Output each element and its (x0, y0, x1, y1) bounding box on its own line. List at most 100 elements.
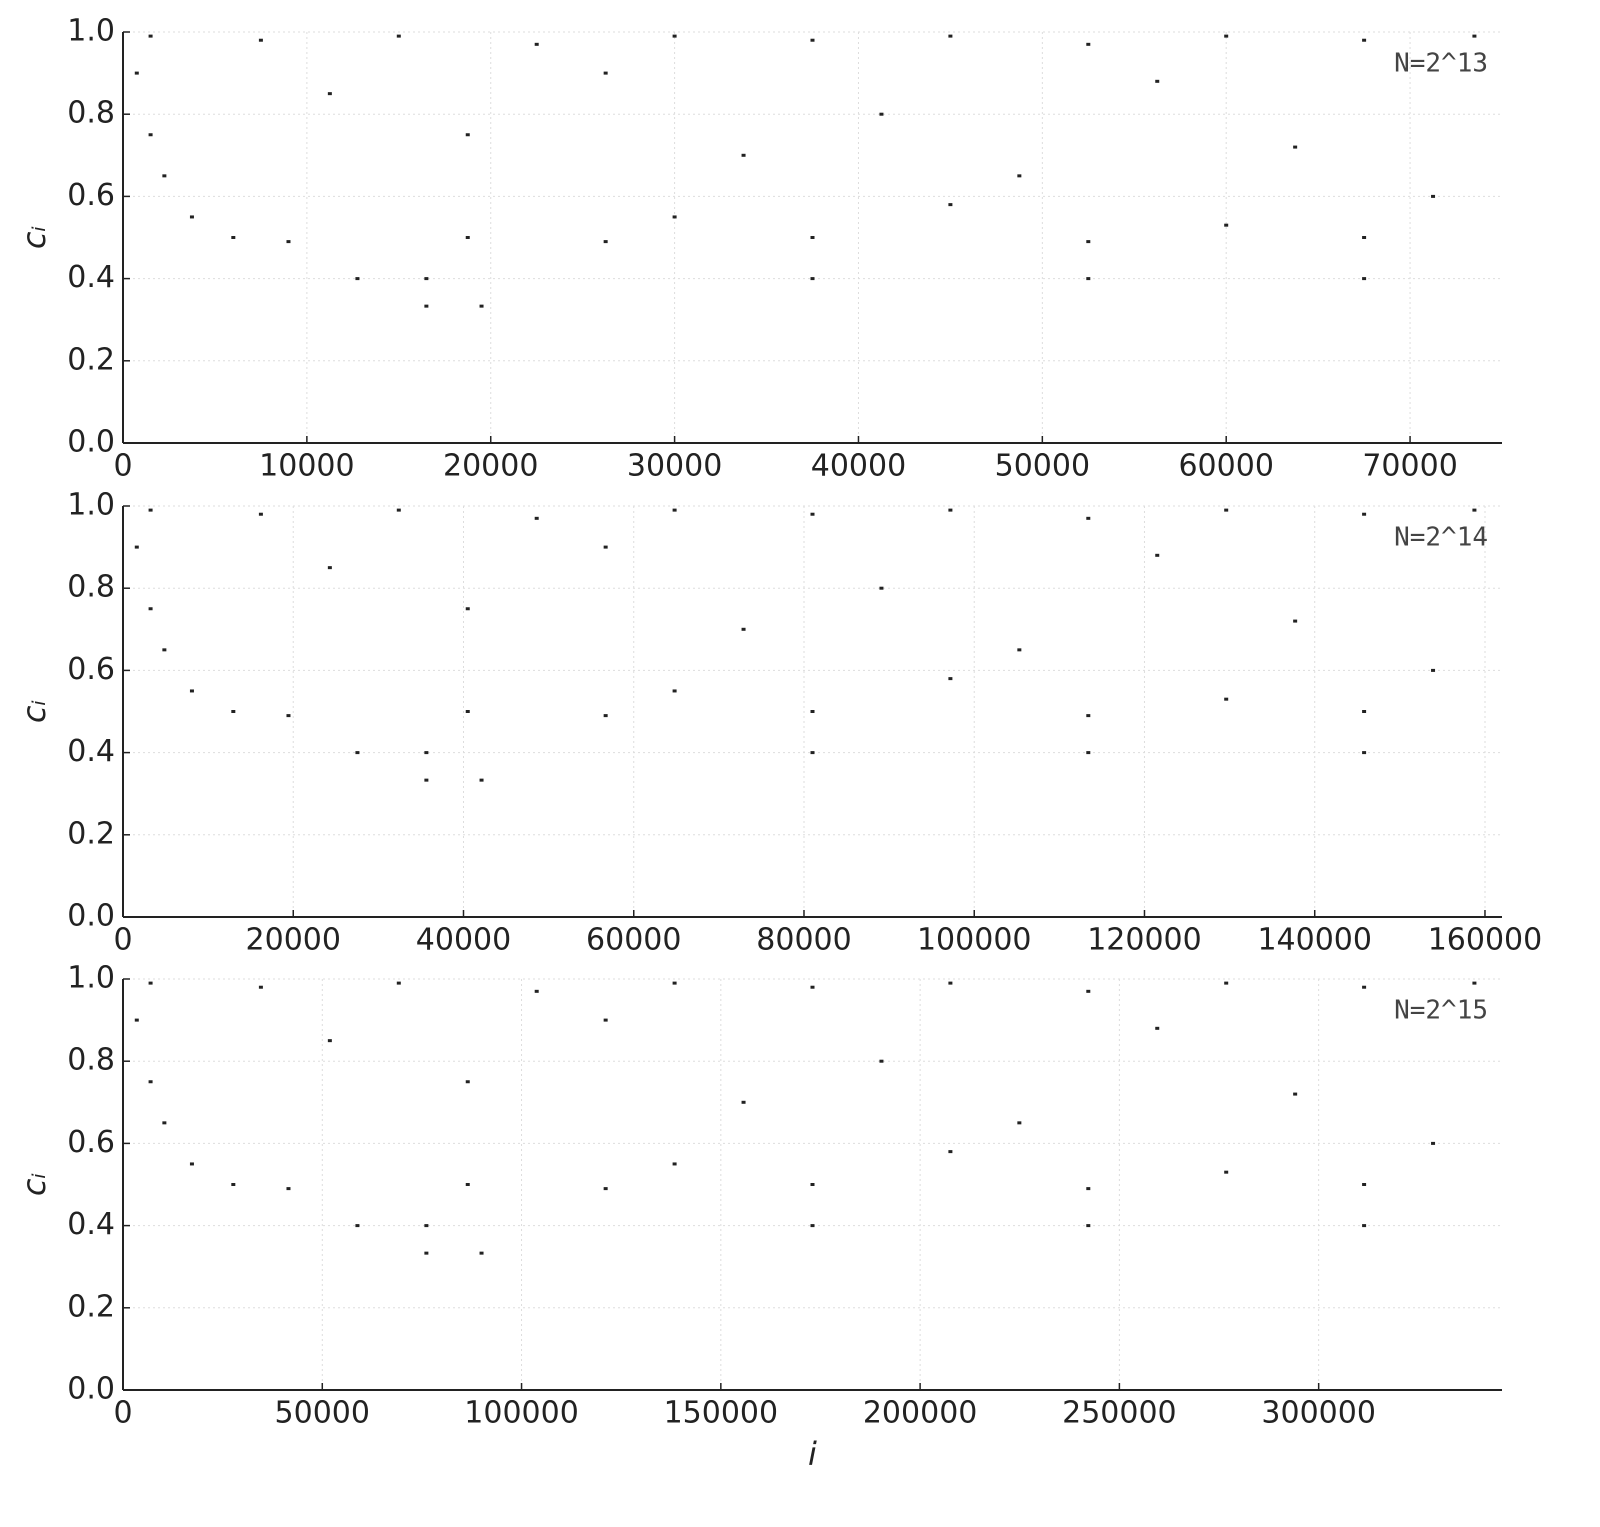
point (1086, 240, 1091, 244)
y-tick-label: 0.4 (67, 1207, 115, 1242)
point (1472, 508, 1477, 512)
point (465, 710, 470, 713)
x-tick-label: 100000 (917, 923, 1032, 958)
point (479, 778, 484, 782)
point (355, 277, 360, 281)
point (1362, 38, 1367, 42)
point (465, 133, 470, 137)
y-tick-label: 0.4 (67, 734, 115, 769)
point (810, 1183, 815, 1186)
point (534, 989, 539, 993)
point (355, 751, 360, 755)
x-tick-label: 40000 (811, 449, 906, 484)
point (1086, 751, 1091, 755)
point (810, 277, 815, 281)
point (286, 714, 291, 718)
point (424, 751, 429, 755)
x-tick-label: 20000 (246, 923, 341, 958)
point (162, 1121, 167, 1125)
x-tick-label: 0 (113, 449, 132, 484)
x-tick-label: 80000 (756, 923, 851, 958)
point (810, 1224, 815, 1228)
y-tick-label: 0.2 (67, 1289, 115, 1324)
point (1086, 1187, 1091, 1191)
point (424, 778, 429, 782)
point (231, 1183, 236, 1186)
point (1362, 1183, 1367, 1186)
point (465, 236, 470, 239)
point (1362, 710, 1367, 713)
point (1293, 1092, 1298, 1096)
x-tick-label: 20000 (443, 449, 538, 484)
point (396, 34, 401, 38)
y-tick-label: 0.2 (67, 342, 115, 377)
x-axis-label: i (808, 1435, 817, 1473)
point (148, 1080, 153, 1084)
point (1086, 42, 1091, 46)
point (1086, 516, 1091, 520)
point (258, 512, 263, 516)
point (1224, 697, 1229, 701)
point (424, 1224, 429, 1228)
point (1086, 277, 1091, 281)
point (810, 512, 815, 516)
point (396, 981, 401, 985)
point (948, 203, 953, 207)
point (1293, 619, 1298, 623)
y-tick-label: 0.0 (67, 899, 115, 934)
point (231, 236, 236, 239)
point (603, 71, 608, 75)
point (1224, 508, 1229, 512)
point (1086, 1224, 1091, 1228)
point (1362, 751, 1367, 755)
point (948, 508, 953, 512)
point (162, 174, 167, 178)
point (1293, 145, 1298, 149)
x-tick-label: 70000 (1362, 449, 1457, 484)
point (134, 1018, 139, 1022)
point (672, 1162, 677, 1166)
x-tick-label: 40000 (416, 923, 511, 958)
point (1224, 34, 1229, 38)
point (741, 1100, 746, 1104)
point (1472, 981, 1477, 985)
point (148, 34, 153, 38)
x-tick-label: 140000 (1257, 923, 1372, 958)
x-tick-label: 50000 (995, 449, 1090, 484)
point (672, 34, 677, 38)
point (479, 304, 484, 308)
point (810, 236, 815, 239)
point (603, 240, 608, 244)
point (810, 38, 815, 42)
point (1017, 648, 1022, 652)
annotation: N=2^14 (1394, 523, 1488, 553)
x-tick-label: 120000 (1087, 923, 1202, 958)
point (465, 1080, 470, 1084)
point (534, 42, 539, 46)
point (1431, 1141, 1436, 1145)
y-tick-label: 0.6 (67, 652, 115, 687)
point (948, 677, 953, 681)
y-tick-label: 0.2 (67, 816, 115, 851)
point (148, 133, 153, 137)
point (148, 508, 153, 512)
point (672, 215, 677, 219)
point (810, 710, 815, 713)
point (134, 71, 139, 75)
point (1155, 79, 1160, 83)
point (286, 240, 291, 244)
y-tick-label: 0.8 (67, 96, 115, 131)
point (1472, 34, 1477, 38)
point (810, 985, 815, 989)
point (258, 38, 263, 42)
y-tick-label: 1.0 (67, 961, 115, 996)
x-tick-label: 100000 (464, 1396, 579, 1431)
point (148, 607, 153, 611)
point (879, 1059, 884, 1063)
y-tick-label: 1.0 (67, 488, 115, 523)
point (189, 689, 194, 693)
point (231, 710, 236, 713)
point (879, 586, 884, 590)
annotation: N=2^15 (1394, 996, 1488, 1026)
